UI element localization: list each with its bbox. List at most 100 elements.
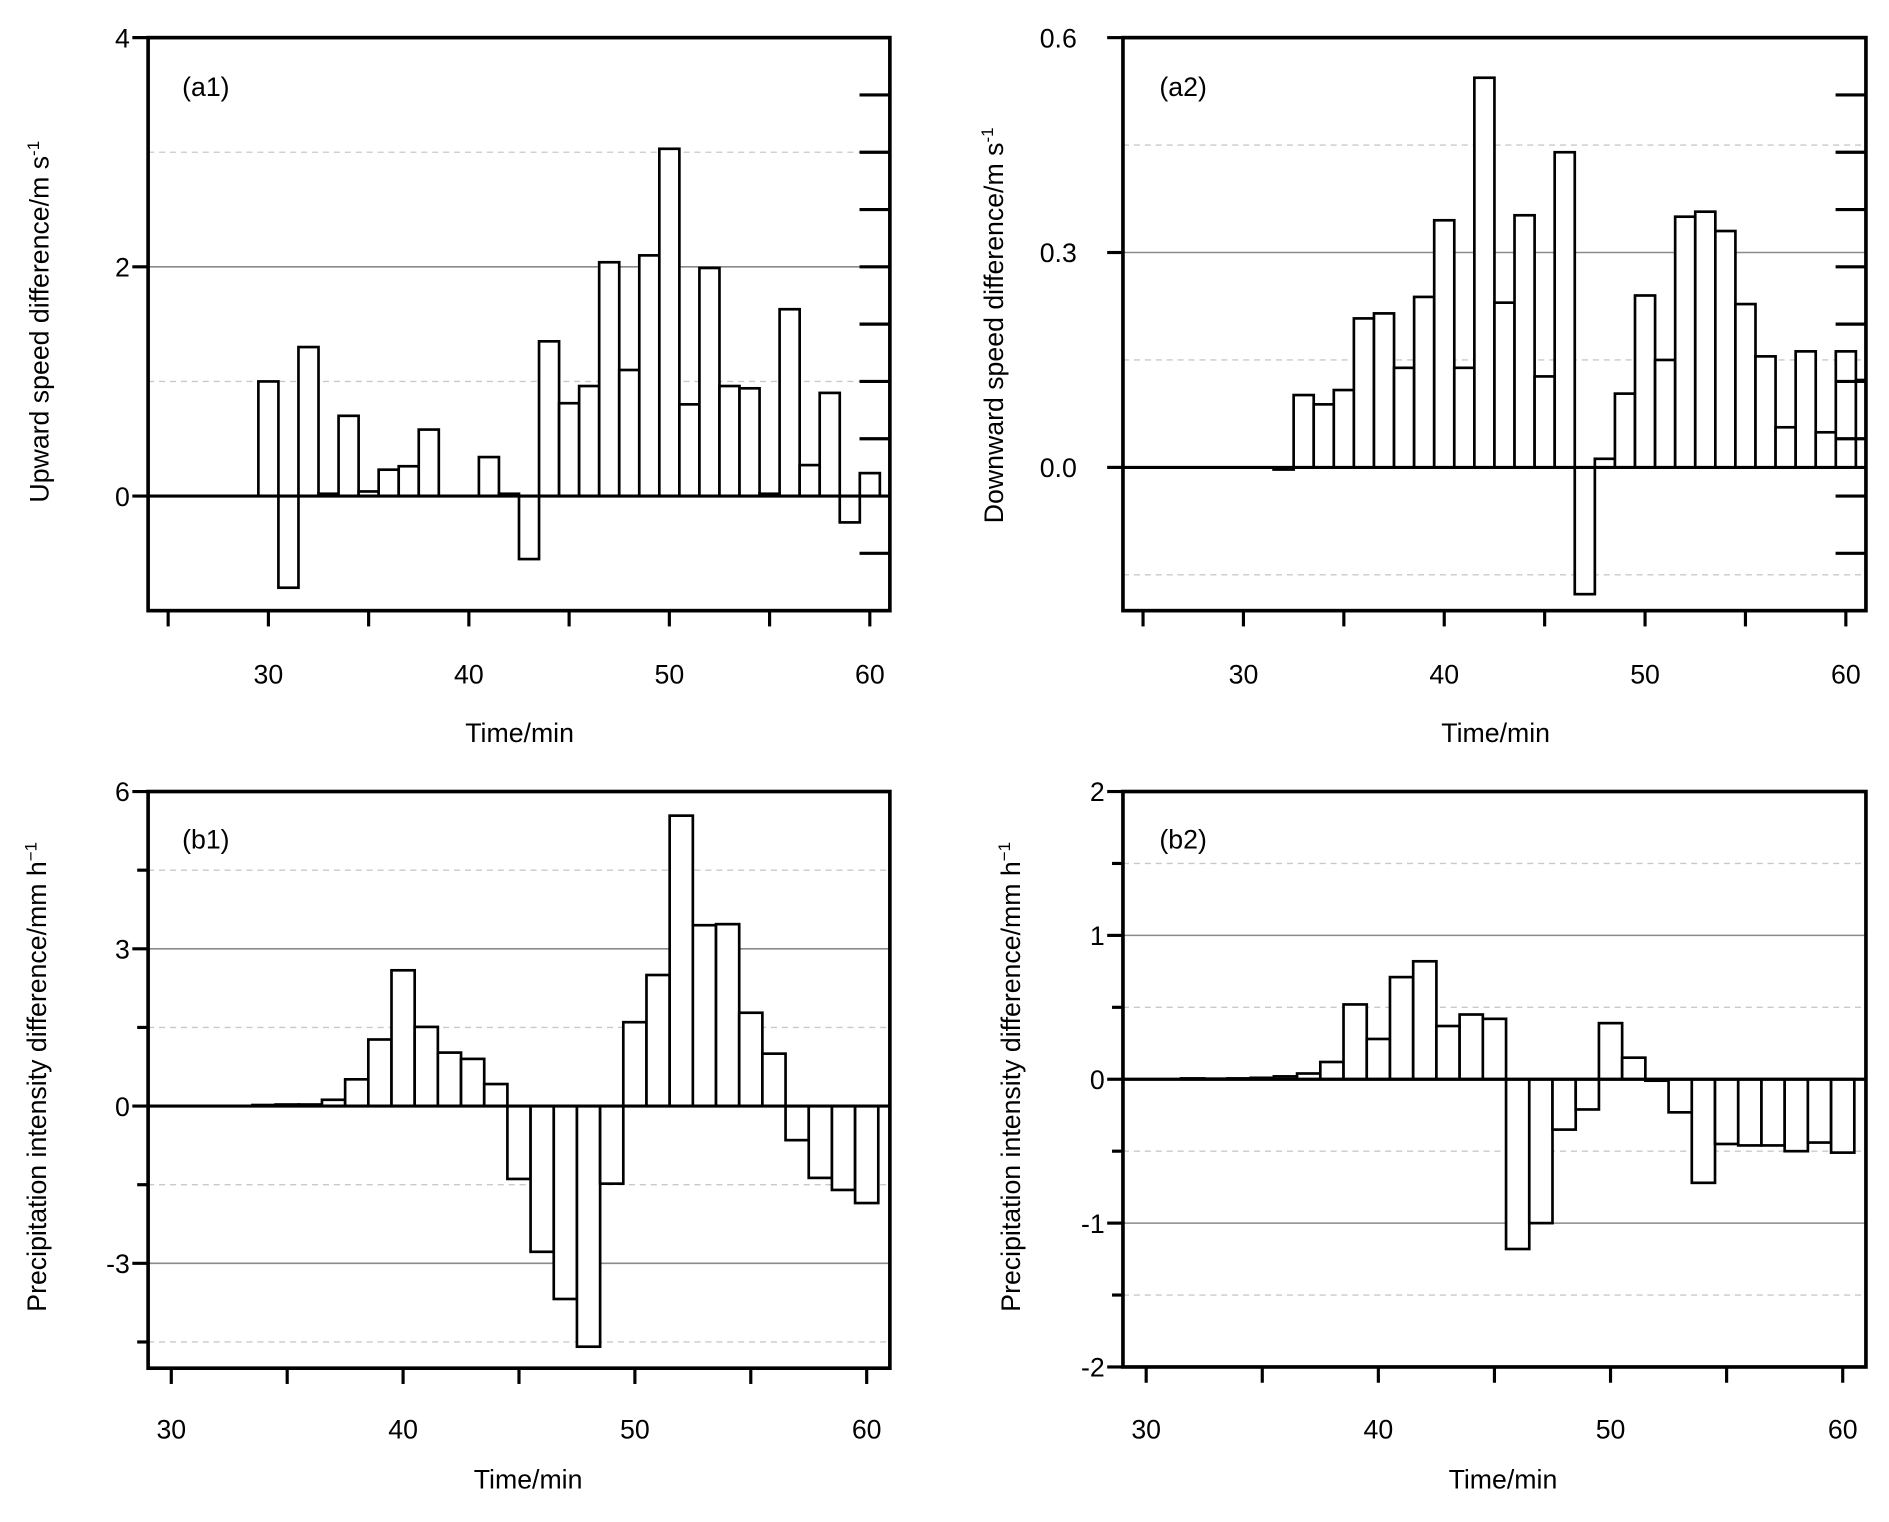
bar — [417, 428, 441, 498]
x-tick-label: 40 — [454, 659, 484, 689]
bar — [858, 471, 882, 498]
y-axis-label-text: Downward speed difference/m s — [979, 143, 1009, 524]
bar — [1693, 210, 1717, 469]
panel-b2: 30 40 50 60 -2 -1 0 1 2 (b2) Time/min Precipitation… — [995, 777, 1868, 1494]
y-tick-label: 0 — [1090, 1065, 1105, 1095]
bar — [617, 368, 641, 498]
bar — [784, 1104, 811, 1142]
bar — [277, 494, 300, 590]
y-axis-label-superscript: −1 — [21, 842, 40, 861]
bar — [1318, 1060, 1345, 1081]
bar — [1481, 1017, 1508, 1081]
bar — [838, 494, 862, 524]
x-tick-label: 50 — [620, 1415, 650, 1445]
bar — [668, 814, 695, 1108]
bar — [1620, 1056, 1647, 1081]
bar — [1774, 425, 1797, 469]
x-tick-label: 40 — [1429, 659, 1459, 689]
bar — [718, 384, 741, 498]
bar — [529, 1104, 556, 1254]
bar — [1412, 295, 1436, 469]
y-tick-label: -1 — [1081, 1209, 1105, 1239]
y-axis-label: Precipitation intensity difference/mm h−… — [21, 842, 52, 1312]
x-tick-label: 60 — [1828, 1415, 1858, 1445]
bar — [1458, 1013, 1485, 1081]
y-tick-label: 6 — [115, 777, 130, 807]
bar — [598, 1104, 625, 1185]
bar — [1411, 959, 1438, 1081]
bar — [1673, 215, 1697, 469]
x-axis-label: Time/min — [465, 718, 574, 748]
bar — [1332, 388, 1356, 469]
bar — [1452, 366, 1476, 469]
y-tick-label: 0 — [115, 482, 130, 512]
x-tick-label: 50 — [1630, 659, 1660, 689]
bar — [738, 386, 761, 498]
y-tick-label: -3 — [106, 1249, 130, 1279]
panel-a2: 30 40 50 60 0.0 0.3 0.6 (a2) Time/min Downward sp… — [978, 23, 1868, 748]
bar — [1713, 229, 1737, 469]
y-tick-label: 1 — [1090, 921, 1105, 951]
bar — [1574, 1077, 1601, 1111]
bar — [1633, 294, 1657, 469]
bar — [761, 1052, 787, 1108]
bar — [257, 380, 280, 498]
y-tick-label: 2 — [1090, 777, 1105, 807]
bar — [337, 414, 360, 498]
y-axis-label-superscript: −1 — [995, 842, 1014, 861]
bar — [1372, 312, 1396, 469]
bar — [698, 266, 721, 498]
x-axis-label: Time/min — [474, 1464, 583, 1494]
bar — [575, 1104, 602, 1349]
bar — [1504, 1077, 1531, 1251]
bar — [1713, 1077, 1740, 1146]
bar — [830, 1104, 857, 1192]
bar — [482, 1082, 509, 1108]
x-tick-label: 60 — [852, 1415, 882, 1445]
panel-label: (b2) — [1159, 825, 1206, 855]
panel-b1: 30 40 50 60 -3 0 3 6 (b1) Time/min Precipitation i… — [21, 777, 892, 1494]
bar — [1806, 1077, 1833, 1144]
bar — [818, 391, 842, 498]
x-axis-label: Time/min — [1449, 1464, 1558, 1494]
bar — [397, 464, 421, 498]
bar — [1690, 1077, 1717, 1185]
x-tick-label: 60 — [855, 659, 885, 689]
bar — [1829, 1077, 1856, 1154]
bar — [737, 1011, 764, 1108]
bar — [1597, 1021, 1624, 1081]
bar — [1613, 392, 1637, 469]
bar — [621, 1020, 648, 1108]
y-axis-label: Upward speed difference/m s-1 — [24, 141, 55, 503]
bar — [1854, 378, 1866, 469]
y-tick-label: -2 — [1081, 1353, 1105, 1383]
bar — [1513, 213, 1536, 469]
bar — [537, 339, 561, 498]
bar — [1473, 76, 1496, 469]
bar — [637, 254, 661, 498]
bar — [1388, 975, 1415, 1081]
bar — [1352, 317, 1376, 469]
y-axis-label-superscript: -1 — [24, 141, 43, 156]
bar — [807, 1104, 834, 1180]
x-tick-label: 30 — [156, 1415, 186, 1445]
x-axis-label: Time/min — [1441, 718, 1550, 748]
y-axis-label-text: Precipitation intensity difference/mm h — [22, 861, 52, 1311]
bar — [1432, 218, 1456, 469]
bar — [1834, 350, 1858, 469]
y-axis-label: Precipitation intensity difference/mm h−… — [995, 842, 1026, 1312]
y-tick-label: 0 — [115, 1092, 130, 1122]
plot-area — [148, 147, 890, 590]
bar — [1312, 403, 1336, 469]
bar — [1814, 430, 1838, 469]
bar — [1493, 301, 1516, 469]
bar — [377, 468, 401, 498]
bar — [297, 345, 320, 498]
x-tick-label: 40 — [1364, 1415, 1394, 1445]
y-axis-label-superscript: -1 — [978, 127, 997, 142]
bar — [1667, 1077, 1694, 1114]
bar — [714, 922, 741, 1108]
y-tick-label: 0.3 — [1040, 238, 1077, 268]
bar — [459, 1057, 486, 1108]
